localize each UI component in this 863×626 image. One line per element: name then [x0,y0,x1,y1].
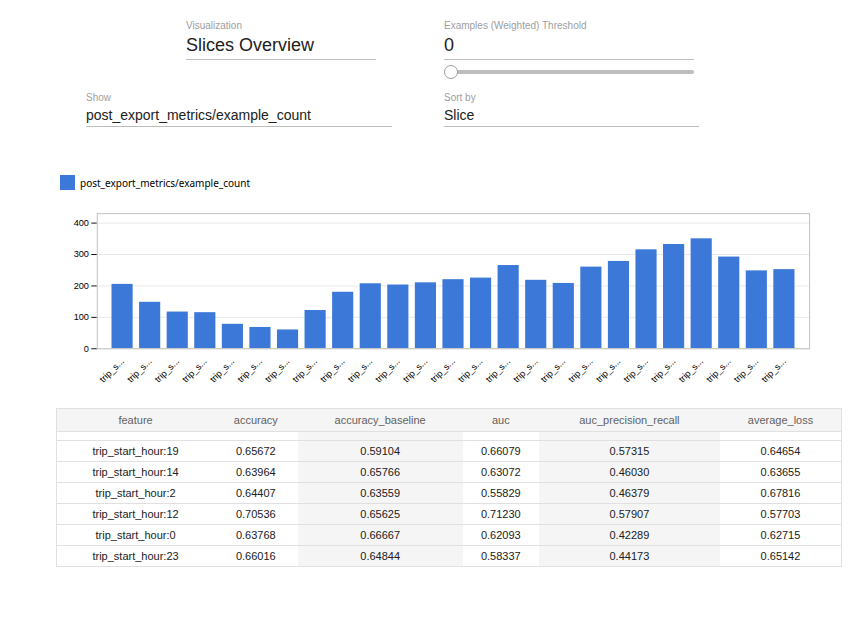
svg-text:100: 100 [74,312,89,322]
svg-text:trip_s...: trip_s... [98,356,126,384]
html-text:0.63559: 0.63559 [360,487,400,500]
svg-text:trip_s...: trip_s... [622,356,650,384]
html-text:0.62093: 0.62093 [480,529,521,542]
svg-text:trip_s...: trip_s... [429,356,457,384]
html-text:0.64654: 0.64654 [760,445,801,458]
html-text:auc: auc [491,414,510,427]
svg-text:300: 300 [74,249,89,259]
svg-text:trip_s...: trip_s... [484,356,512,384]
html-text:0.63072: 0.63072 [480,466,521,479]
html-text:trip_start_hour:2: trip_start_hour:2 [95,487,176,500]
html-text:0.59104: 0.59104 [360,445,400,458]
svg-text:trip_s...: trip_s... [732,356,760,384]
html-text:post_export_metrics/example_co: post_export_metrics/example_count [80,175,251,190]
svg-text:trip_s...: trip_s... [291,356,319,384]
html-text:0.55829: 0.55829 [480,487,521,500]
html-text:0.63655: 0.63655 [760,466,801,479]
html-text:0.70536: 0.70536 [235,508,276,521]
html-text:0.63768: 0.63768 [235,529,276,542]
html-text:accuracy: accuracy [233,414,278,427]
html-text:trip_start_hour:0: trip_start_hour:0 [95,529,176,542]
svg-text:400: 400 [74,218,89,228]
svg-text:trip_s...: trip_s... [511,356,539,384]
html-text:0.64844: 0.64844 [360,550,400,563]
html-text:Slices Overview: Slices Overview [186,35,314,55]
html-text:trip_start_hour:12: trip_start_hour:12 [92,508,179,521]
svg-text:200: 200 [74,281,89,291]
html-text:0.44173: 0.44173 [609,550,650,563]
html-text:0.58337: 0.58337 [480,550,521,563]
html-text:0.57315: 0.57315 [609,445,650,458]
svg-text:trip_s...: trip_s... [649,356,677,384]
html-text:Sort by: Sort by [444,92,476,103]
html-text:0.42289: 0.42289 [609,529,650,542]
html-text:trip_start_hour:19: trip_start_hour:19 [92,445,179,458]
html-text:0.46379: 0.46379 [609,487,650,500]
html-text:0.65625: 0.65625 [360,508,400,521]
html-text:Visualization: Visualization [186,20,242,31]
html-text:0.67816: 0.67816 [760,487,801,500]
html-text:Slice: Slice [444,107,475,123]
svg-text:trip_s...: trip_s... [208,356,236,384]
html-text:0.57703: 0.57703 [760,508,801,521]
html-text:0.63964: 0.63964 [235,466,276,479]
svg-text:trip_s...: trip_s... [346,356,374,384]
svg-text:trip_s...: trip_s... [373,356,401,384]
html-text:0.57907: 0.57907 [609,508,650,521]
html-text:feature: feature [118,414,153,427]
svg-text:0: 0 [84,344,89,354]
html-text:trip_start_hour:14: trip_start_hour:14 [92,466,179,479]
svg-text:trip_s...: trip_s... [704,356,732,384]
svg-text:trip_s...: trip_s... [125,356,153,384]
html-text:0.65672: 0.65672 [235,445,276,458]
svg-text:trip_s...: trip_s... [236,356,264,384]
svg-text:trip_s...: trip_s... [318,356,346,384]
html-text:0.66667: 0.66667 [360,529,400,542]
html-text:0: 0 [444,35,454,55]
svg-text:trip_s...: trip_s... [539,356,567,384]
svg-text:trip_s...: trip_s... [566,356,594,384]
html-text:0.64407: 0.64407 [235,487,276,500]
html-text:0.46030: 0.46030 [609,466,650,479]
html-text:accuracy_baseline: accuracy_baseline [334,414,426,427]
html-text:trip_start_hour:23: trip_start_hour:23 [92,550,179,563]
html-text:0.66079: 0.66079 [480,445,521,458]
svg-text:trip_s...: trip_s... [153,356,181,384]
html-text:post_export_metrics/example_co: post_export_metrics/example_count [86,107,311,123]
svg-text:trip_s...: trip_s... [456,356,484,384]
svg-text:trip_s...: trip_s... [401,356,429,384]
svg-text:trip_s...: trip_s... [263,356,291,384]
svg-text:trip_s...: trip_s... [759,356,787,384]
html-text:auc_precision_recall: auc_precision_recall [579,414,680,427]
html-text:0.62715: 0.62715 [760,529,801,542]
html-text:average_loss: average_loss [747,414,814,427]
svg-text:trip_s...: trip_s... [180,356,208,384]
html-text:Show: Show [86,92,111,103]
html-text:Examples (Weighted) Threshold: Examples (Weighted) Threshold [444,20,587,31]
svg-text:trip_s...: trip_s... [677,356,705,384]
html-text:0.65766: 0.65766 [360,466,400,479]
html-text:0.71230: 0.71230 [480,508,521,521]
html-text:0.66016: 0.66016 [235,550,276,563]
html-text:0.65142: 0.65142 [760,550,801,563]
svg-text:trip_s...: trip_s... [594,356,622,384]
